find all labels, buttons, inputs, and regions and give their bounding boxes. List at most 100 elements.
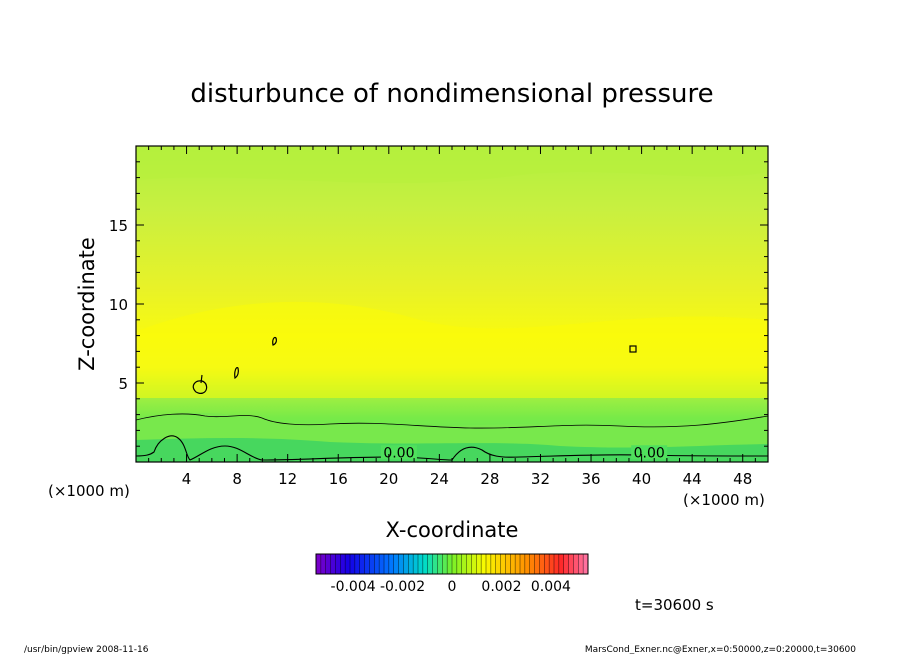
colorbar-cell [320, 554, 327, 574]
colorbar-cell [345, 554, 351, 574]
colorbar-cell [408, 554, 414, 574]
x-unit-label-right: (×1000 m) [683, 491, 765, 509]
contour-label: 0.00 [383, 445, 414, 461]
colorbar-tick-label: 0.004 [531, 579, 571, 595]
x-tick-label: 40 [632, 470, 651, 488]
colorbar-cell [529, 554, 535, 574]
time-label: t=30600 s [635, 596, 714, 614]
field-background [136, 146, 768, 462]
colorbar-cell [447, 554, 453, 574]
colorbar-cell [495, 554, 501, 574]
colorbar-cell [578, 554, 584, 574]
colorbar-cell [398, 554, 404, 574]
colorbar-cell [486, 554, 492, 574]
x-unit-label-left: (×1000 m) [48, 482, 130, 500]
y-tick-label: 15 [109, 217, 128, 235]
colorbar-cell [442, 554, 448, 574]
y-tick-label: 5 [118, 375, 128, 393]
colorbar-cell [359, 554, 365, 574]
colorbar-cell [549, 554, 555, 574]
colorbar-tick-label: -0.004 [331, 579, 376, 595]
yellow-core-region [136, 301, 768, 398]
x-tick-label: 8 [232, 470, 242, 488]
colorbar-cell [452, 554, 458, 574]
contour-cell-2 [234, 367, 239, 380]
contour-cell-3 [272, 336, 277, 346]
colorbar-tick-label: 0.002 [481, 579, 521, 595]
x-tick-label: 12 [278, 470, 297, 488]
colorbar-tick-label: 0 [448, 579, 457, 595]
colorbar-cell [505, 554, 511, 574]
contour-label-bg [380, 445, 417, 460]
colorbar-cell [427, 554, 433, 574]
colorbar-cell [316, 554, 322, 574]
x-axis-label: X-coordinate [386, 518, 519, 542]
plot-area [136, 146, 768, 462]
colorbar-cell [354, 554, 361, 574]
colorbar-cell [350, 554, 356, 574]
colorbar-cell [534, 554, 540, 574]
contour-label-bg [631, 445, 668, 460]
colorbar-cell [461, 554, 467, 574]
x-tick-label: 24 [430, 470, 449, 488]
colorbar-cell [583, 554, 589, 574]
chart-title: disturbunce of nondimensional pressure [190, 79, 713, 109]
colorbar-cell [524, 554, 531, 574]
x-tick-label: 4 [182, 470, 192, 488]
colorbar-cell [544, 554, 550, 574]
contour-label: 0.00 [634, 445, 665, 461]
colorbar-cell [325, 554, 331, 574]
colorbar-cell [403, 554, 409, 574]
colorbar-cell [490, 554, 497, 574]
colorbar-cell [369, 554, 375, 574]
colorbar-frame [315, 553, 589, 575]
colorbar-cell [558, 554, 565, 574]
colorbar-cell [500, 554, 506, 574]
contour-line-zero [136, 435, 768, 461]
x-tick-label: 44 [683, 470, 702, 488]
x-tick-label: 28 [480, 470, 499, 488]
contour-labels: 0.00 0.00 [380, 445, 668, 461]
colorbar-cell [554, 554, 560, 574]
x-tick-label: 48 [733, 470, 752, 488]
colorbar-cell [471, 554, 477, 574]
colorbar-cell [437, 554, 443, 574]
colorbar-cell [432, 554, 438, 574]
colorbar-cell [466, 554, 472, 574]
footer-left: /usr/bin/gpview 2008-11-16 [24, 645, 149, 654]
colorbar-cell [568, 554, 574, 574]
y-axis-ticks: 5 10 15 [109, 161, 768, 447]
colorbar-cell [563, 554, 569, 574]
y-tick-label: 10 [109, 296, 128, 314]
colorbar-cell [456, 554, 463, 574]
bottom-green-band [136, 438, 768, 462]
colorbar-cell [374, 554, 380, 574]
colorbar-cell [418, 554, 424, 574]
x-tick-label: 36 [581, 470, 600, 488]
colorbar-cell [340, 554, 346, 574]
x-tick-label: 16 [329, 470, 348, 488]
contour-cell-4 [629, 345, 637, 353]
colorbar-tick-label: -0.002 [380, 579, 425, 595]
colorbar-cell [379, 554, 385, 574]
x-tick-label: 20 [379, 470, 398, 488]
x-axis-ticks: 4 8 12 16 20 24 28 32 36 40 44 48 [148, 146, 756, 488]
colorbar-cell [413, 554, 419, 574]
contour-cell-1 [192, 374, 208, 395]
colorbar-cell [481, 554, 487, 574]
footer-right: MarsCond_Exner.nc@Exner,x=0:50000,z=0:20… [585, 645, 856, 654]
colorbar-cell [520, 554, 526, 574]
colorbar-cell [539, 554, 545, 574]
x-tick-label: 32 [531, 470, 550, 488]
contour-line-upper [136, 413, 768, 429]
colorbar-cell [364, 554, 370, 574]
upper-green-band [136, 146, 768, 184]
colorbar-cell [330, 554, 336, 574]
colorbar-cell [573, 554, 579, 574]
colorbar-cell [335, 554, 341, 574]
colorbar-cell [422, 554, 429, 574]
colorbar-cell [510, 554, 516, 574]
y-axis-label: Z-coordinate [75, 237, 99, 371]
colorbar-cell [388, 554, 395, 574]
